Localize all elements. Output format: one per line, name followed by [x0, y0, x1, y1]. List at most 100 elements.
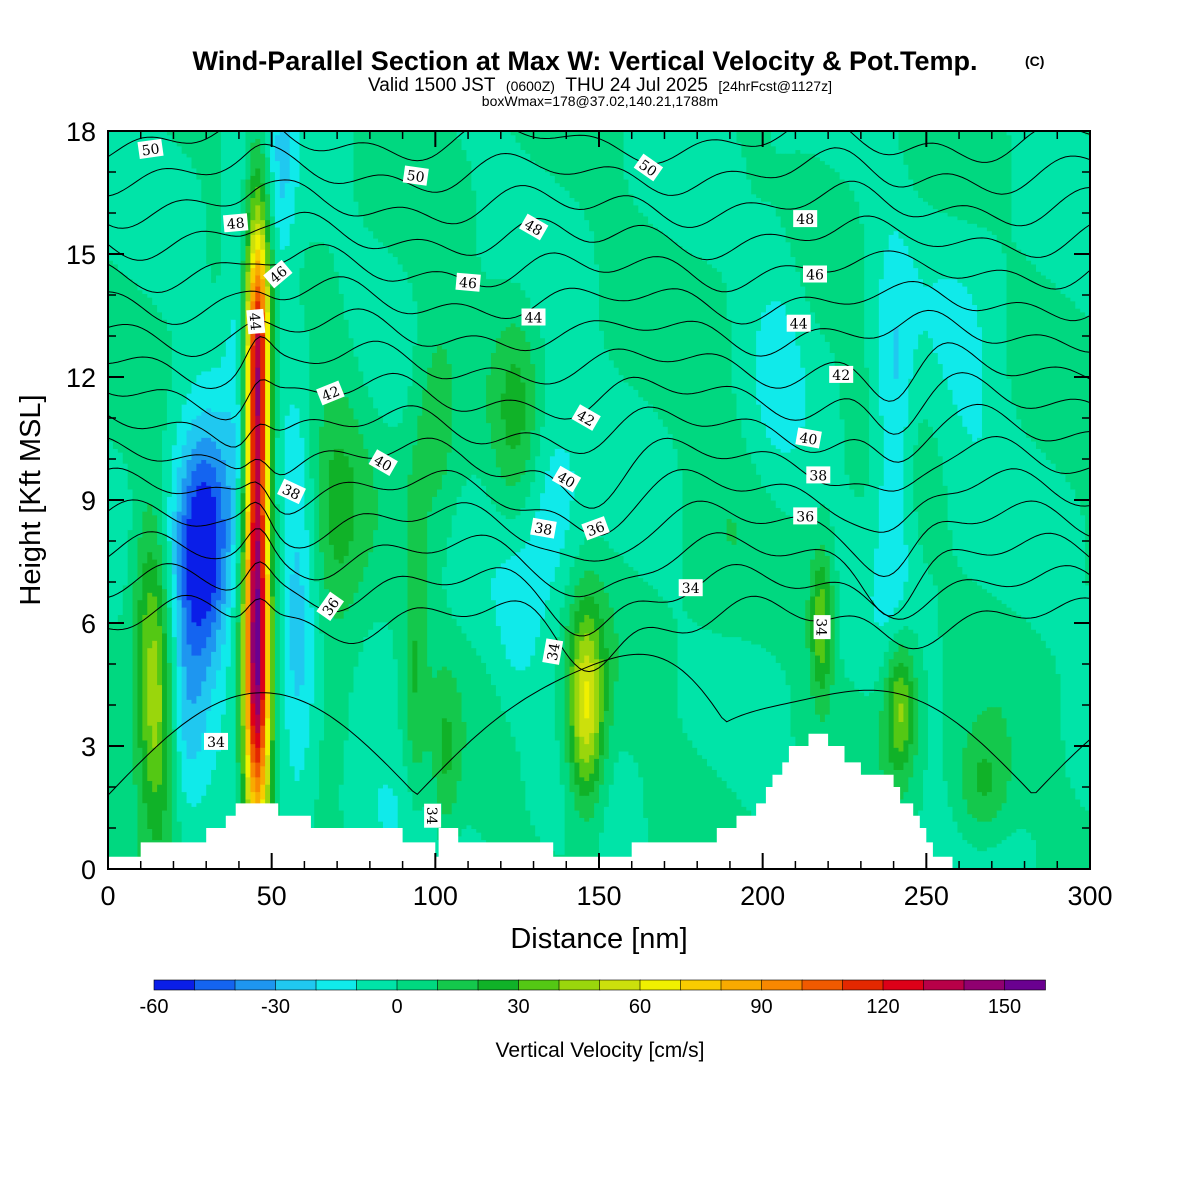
- w-cell: [515, 326, 522, 368]
- w-cell: [191, 418, 197, 449]
- w-cell: [392, 426, 399, 660]
- w-cell: [294, 551, 301, 697]
- w-cell: [363, 131, 369, 228]
- w-cell: [515, 514, 522, 553]
- w-cell: [353, 131, 360, 202]
- w-cell: [245, 776, 251, 800]
- w-cell: [810, 559, 816, 597]
- w-cell: [196, 695, 202, 752]
- w-cell: [579, 599, 585, 623]
- w-cell: [878, 131, 885, 280]
- w-cell: [1060, 131, 1067, 294]
- w-cell: [250, 345, 256, 523]
- w-cell: [407, 131, 414, 283]
- w-cell: [569, 791, 576, 869]
- w-cell: [1065, 297, 1071, 483]
- w-cell: [196, 625, 202, 656]
- w-cell: [392, 131, 399, 258]
- w-cell: [176, 422, 183, 468]
- w-cell: [289, 573, 296, 671]
- w-cell: [574, 555, 580, 586]
- w-cell: [314, 241, 320, 582]
- w-cell: [1031, 839, 1037, 869]
- w-cell: [775, 300, 782, 449]
- w-cell: [515, 282, 522, 328]
- w-cell: [913, 444, 919, 512]
- w-cell: [815, 570, 821, 597]
- w-cell: [319, 632, 325, 741]
- w-cell: [775, 153, 782, 217]
- w-cell: [535, 511, 541, 638]
- w-cell: [765, 651, 772, 869]
- w-cell: [510, 131, 517, 136]
- w-cell: [540, 426, 546, 494]
- w-cell: [790, 448, 796, 520]
- w-cell: [819, 131, 826, 162]
- w-cell: [643, 215, 649, 401]
- w-cell: [1075, 798, 1081, 869]
- w-cell: [687, 739, 693, 869]
- w-cell: [260, 333, 266, 461]
- w-cell: [250, 267, 256, 283]
- w-cell: [594, 758, 600, 782]
- w-cell: [127, 529, 134, 869]
- w-cell: [530, 363, 536, 431]
- w-cell: [996, 706, 1003, 811]
- w-cell: [417, 761, 423, 811]
- w-cell: [554, 739, 561, 855]
- w-cell: [667, 433, 674, 608]
- w-cell: [584, 614, 590, 634]
- w-cell: [697, 256, 703, 627]
- w-cell: [520, 149, 526, 291]
- w-cell: [122, 274, 129, 464]
- w-cell: [382, 621, 389, 785]
- w-cell: [441, 666, 448, 719]
- w-cell: [618, 374, 625, 556]
- w-cell: [918, 278, 924, 335]
- w-cell: [220, 603, 227, 645]
- w-cell: [495, 625, 502, 697]
- w-cell: [815, 322, 821, 508]
- w-cell: [1021, 618, 1027, 830]
- w-cell: [176, 466, 183, 512]
- w-cell: [353, 418, 360, 593]
- w-cell: [1006, 378, 1013, 608]
- w-cell: [500, 514, 507, 564]
- w-cell: [962, 285, 968, 427]
- w-cell: [510, 322, 517, 365]
- w-cell: [186, 485, 193, 520]
- w-cell: [913, 131, 919, 191]
- w-cell: [574, 584, 580, 612]
- w-cell: [255, 761, 261, 778]
- w-cell: [1045, 131, 1052, 280]
- w-cell: [908, 178, 914, 258]
- w-cell: [211, 440, 217, 468]
- theta-contour: [108, 211, 1090, 261]
- w-cell: [225, 485, 232, 553]
- w-cell: [574, 131, 580, 202]
- w-cell: [574, 610, 580, 634]
- w-cell: [441, 566, 448, 590]
- w-cell: [1006, 835, 1013, 869]
- w-cell: [603, 348, 610, 542]
- w-cell: [500, 131, 507, 280]
- w-cell: [677, 717, 684, 869]
- w-cell: [446, 452, 453, 538]
- w-cell: [692, 256, 698, 623]
- w-cell: [245, 559, 251, 608]
- w-cell: [495, 695, 502, 869]
- w-cell: [157, 311, 163, 545]
- theta-label-bg: [424, 803, 442, 828]
- w-cell: [1070, 787, 1076, 869]
- w-cell: [1050, 282, 1057, 464]
- w-cell: [500, 278, 507, 331]
- w-cell: [304, 249, 310, 331]
- theta-label: 36: [581, 516, 610, 541]
- w-cell: [108, 440, 114, 623]
- w-cell: [672, 241, 679, 449]
- w-cell: [957, 415, 963, 568]
- w-cell: [152, 791, 158, 841]
- w-cell: [584, 795, 590, 822]
- w-cell: [294, 131, 301, 187]
- w-cell: [201, 201, 207, 372]
